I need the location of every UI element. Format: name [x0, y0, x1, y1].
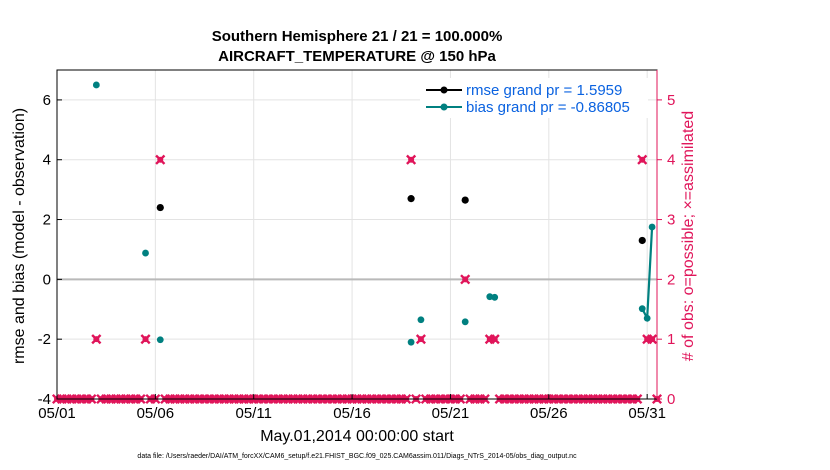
obs-count-marker-dot: [157, 156, 164, 163]
obs-count-marker: [460, 274, 471, 285]
obs-count-marker-dot: [649, 336, 656, 343]
legend: rmse grand pr = 1.5959 bias grand pr = -…: [420, 78, 648, 118]
bias-point: [92, 81, 100, 89]
data-file-footer: data file: /Users/raeder/DAI/ATM_forcXX/…: [137, 453, 577, 460]
bias-point: [648, 223, 656, 231]
obs-count-marker-dot: [486, 336, 493, 343]
obs-count-marker: [155, 154, 166, 165]
obs-count-marker: [637, 154, 648, 165]
obs-count-marker-dot: [491, 336, 498, 343]
obs-count-marker-dot: [639, 156, 646, 163]
x-tick-label: 05/16: [333, 405, 371, 422]
x-tick-label: 05/26: [530, 405, 568, 422]
y-left-tick-label: -2: [38, 331, 51, 348]
axes: 05/01 05/06 05/11 05/16 05/21 05/26 05/31 -4 -2 0…: [38, 70, 675, 422]
bias-point: [643, 314, 651, 322]
bias-point: [486, 293, 494, 301]
legend-box: [420, 78, 648, 118]
obs-count-marker: [415, 334, 426, 345]
bias-point: [461, 318, 469, 326]
legend-bias-label: bias grand pr = -0.86805: [466, 99, 630, 116]
y-left-tick-label: -4: [38, 391, 51, 408]
bias-point: [638, 305, 646, 313]
obs-count-marker-dot: [462, 276, 469, 283]
y-right-tick-label: 3: [667, 212, 675, 229]
y-right-tick-label: 5: [667, 92, 675, 109]
y-left-tick-label: 6: [43, 92, 51, 109]
obs-count-marker-dot: [408, 156, 415, 163]
bias-point: [142, 249, 149, 257]
x-tick-label: 05/01: [38, 405, 76, 422]
rmse-point: [461, 196, 469, 204]
chart-title-line2: AIRCRAFT_TEMPERATURE @ 150 hPa: [218, 48, 496, 65]
rmse-point: [407, 195, 415, 203]
obs-count-marker: [91, 334, 102, 345]
y-right-tick-label: 1: [667, 331, 675, 348]
y-left-tick-label: 2: [43, 212, 51, 229]
bias-point: [407, 338, 415, 346]
obs-count-marker-dot: [417, 336, 424, 343]
obs-count-marker-dot: [93, 336, 100, 343]
obs-count-marker: [489, 334, 500, 345]
obs-count-marker: [647, 334, 658, 345]
x-tick-label: 05/11: [236, 405, 272, 422]
y-right-tick-label: 0: [667, 391, 675, 408]
y-left-tick-label: 4: [43, 152, 51, 169]
bias-point: [156, 336, 164, 344]
rmse-point: [156, 203, 164, 212]
x-tick-label: 05/31: [628, 405, 666, 422]
chart-title-line1: Southern Hemisphere 21 / 21 = 100.000%: [212, 28, 503, 45]
y-right-tick-label: 4: [667, 152, 675, 169]
obs-count-marker: [140, 334, 151, 345]
y-left-tick-label: 0: [43, 271, 51, 288]
y-right-tick-label: 2: [667, 271, 675, 288]
x-tick-label: 05/06: [137, 405, 175, 422]
plot-area: [57, 70, 657, 399]
obs-count-marker-dot: [644, 336, 651, 343]
obs-count-marker-dot: [142, 336, 149, 343]
bias-point: [491, 293, 499, 301]
legend-rmse-label: rmse grand pr = 1.5959: [466, 82, 622, 99]
y-axis-left-label: rmse and bias (model - observation): [11, 108, 28, 364]
legend-bias-marker: [440, 103, 448, 111]
obs-count-marker: [406, 154, 417, 165]
legend-rmse-marker: [440, 86, 448, 94]
y-axis-right-label: # of obs: o=possible; ×=assimilated: [680, 111, 697, 361]
rmse-point: [638, 236, 646, 245]
bias-point: [417, 316, 425, 324]
x-axis-label: May.01,2014 00:00:00 start: [260, 428, 454, 445]
x-tick-label: 05/21: [432, 405, 470, 422]
